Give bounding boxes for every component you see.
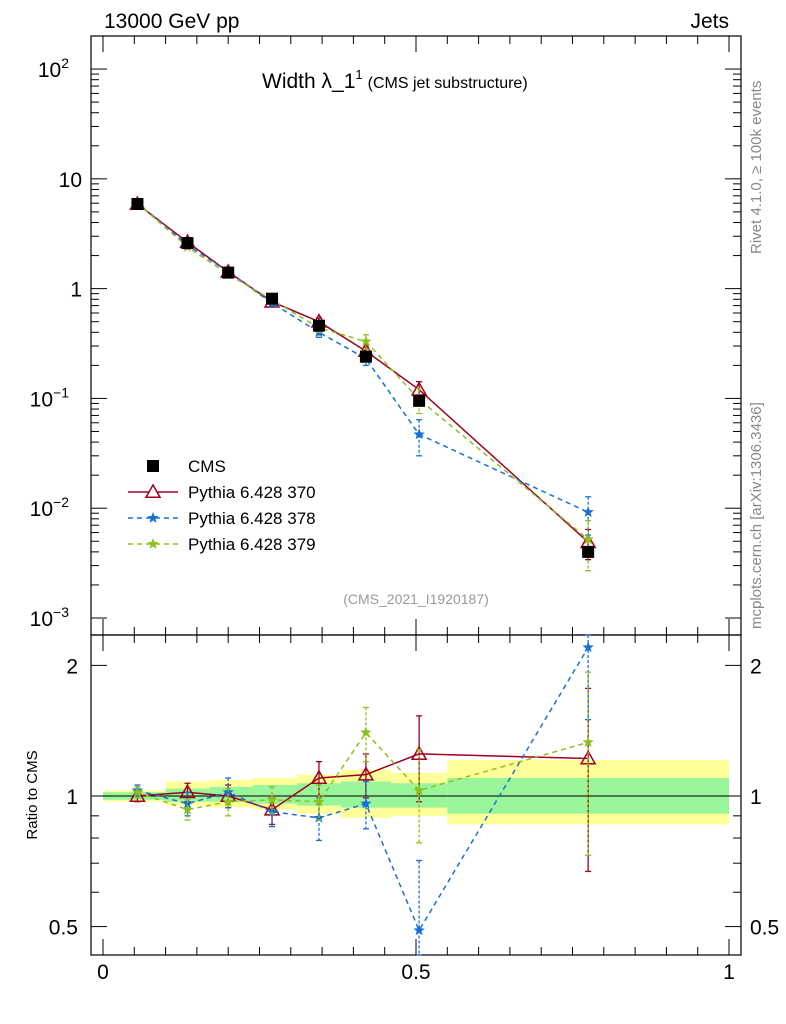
point-p379 — [360, 335, 372, 347]
legend-label-p378: Pythia 6.428 378 — [188, 509, 316, 528]
series-line-p379 — [137, 731, 589, 811]
main-ytick-label: 10 — [59, 169, 82, 192]
point-p379 — [131, 786, 144, 798]
main-ytick-label: 1 — [70, 279, 82, 302]
ratio-ytick-label-right: 2 — [750, 655, 762, 678]
point-p379 — [582, 736, 594, 748]
band-inner — [253, 785, 298, 804]
point-p379 — [582, 533, 594, 545]
xtick-label: 1 — [723, 961, 735, 984]
point-p379 — [313, 795, 325, 807]
point-p370 — [310, 769, 328, 785]
point-cms — [266, 292, 279, 305]
plot-title-sub: (CMS jet substructure) — [368, 75, 528, 92]
point-cms — [359, 350, 372, 363]
rivet-label: Rivet 4.1.0, ≥ 100k events — [748, 81, 765, 254]
point-cms — [582, 545, 595, 558]
series-line-p370 — [137, 753, 589, 811]
series-line-p378 — [137, 647, 589, 933]
point-p379 — [413, 784, 425, 796]
point-cms — [181, 237, 194, 250]
ratio-ytick-label: 2 — [66, 655, 78, 678]
legend-label-p370: Pythia 6.428 370 — [188, 483, 316, 502]
legend: CMS Pythia 6.428 370 Pythia 6.428 378 Pythi… — [128, 457, 316, 554]
point-p379 — [360, 726, 372, 738]
point-cms — [312, 319, 325, 332]
point-p378 — [413, 924, 425, 936]
plot-title-main: Width λ_1 — [262, 70, 355, 93]
tick-exp: 2 — [61, 55, 69, 71]
point-p379 — [222, 795, 234, 807]
mcplots-label: mcplots.cern.ch [arXiv:1306.3436] — [748, 402, 765, 629]
ratio-ytick-label: 1 — [66, 786, 78, 809]
tick-exp: −3 — [53, 604, 69, 620]
main-series — [129, 195, 597, 572]
legend-marker-p370 — [144, 483, 162, 498]
plot-title-sup: 1 — [355, 67, 362, 82]
legend-marker-cms — [147, 460, 159, 472]
header-right: Jets — [690, 10, 729, 33]
point-p370 — [410, 745, 428, 760]
point-p379 — [266, 793, 278, 805]
main-ytick-label: 102 — [38, 55, 69, 82]
point-p378 — [360, 797, 372, 809]
point-p370 — [357, 766, 375, 781]
xtick-label: 0 — [97, 961, 109, 984]
ratio-series — [129, 634, 597, 956]
point-p378 — [181, 797, 194, 809]
tick-base: 10 — [30, 388, 53, 411]
tick-exp: −2 — [53, 494, 69, 510]
ratio-ylabel: Ratio to CMS — [24, 750, 41, 839]
point-p378 — [582, 641, 594, 653]
main-ytick-label: 10−2 — [30, 494, 70, 521]
plot-title: Width λ_11 (CMS jet substructure) — [262, 67, 528, 93]
ratio-ytick-label-right: 1 — [750, 786, 762, 809]
point-cms — [222, 266, 235, 279]
legend-label-cms: CMS — [188, 457, 226, 476]
main-ytick-label: 10−3 — [30, 604, 70, 631]
point-p379 — [181, 803, 194, 815]
tick-base: 10 — [38, 59, 61, 82]
main-ytick-label: 10−1 — [30, 384, 70, 411]
ratio-uncertainty-bands — [103, 760, 729, 825]
point-p378 — [266, 805, 278, 817]
header-left: 13000 GeV pp — [104, 10, 239, 33]
series-line-p379 — [136, 202, 589, 540]
legend-marker-p379 — [147, 538, 159, 549]
ratio-ytick-label-right: 0.5 — [750, 917, 779, 940]
point-p378 — [413, 428, 425, 440]
legend-marker-p378 — [147, 512, 159, 523]
point-cms — [131, 197, 144, 210]
tick-exp: −1 — [53, 384, 69, 400]
series-line-p378 — [136, 202, 589, 513]
point-p378 — [222, 786, 234, 798]
analysis-id: (CMS_2021_I1920187) — [343, 591, 489, 607]
point-cms — [413, 394, 426, 407]
ratio-ytick-label: 0.5 — [49, 917, 78, 940]
tick-base: 10 — [30, 498, 53, 521]
tick-base: 10 — [30, 608, 53, 631]
xtick-label: 0.5 — [401, 961, 430, 984]
point-p378 — [582, 506, 594, 517]
legend-label-p379: Pythia 6.428 379 — [188, 535, 316, 554]
